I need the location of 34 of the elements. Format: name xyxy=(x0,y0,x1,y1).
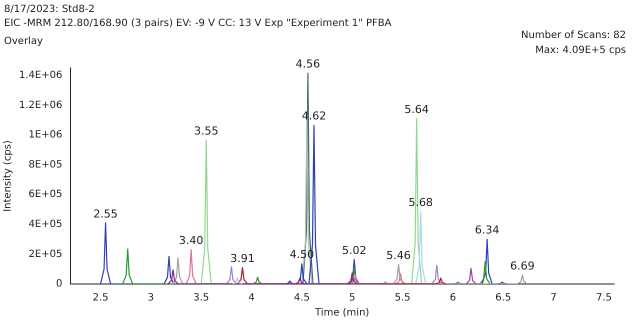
annotation: 3.55 xyxy=(194,124,218,138)
x-tick-label: 3.5 xyxy=(193,292,210,304)
text: Overlay xyxy=(4,36,43,47)
x-tick-label: 4 xyxy=(248,292,255,304)
y-tick-label: 1.4E+06 xyxy=(18,70,62,82)
chart-subtitle: EIC -MRM 212.80/168.90 (3 pairs) EV: -9 V CC: 13 V Exp "Experiment 1" PFBA xyxy=(4,17,392,31)
y-tick-label: 1E+06 xyxy=(28,130,62,141)
annotation: 2.55 xyxy=(93,207,118,220)
x-tick-label: 6.5 xyxy=(495,292,512,304)
annotation: 5.68 xyxy=(408,196,433,210)
annotation: 3.40 xyxy=(178,234,204,248)
x-tick-label: 6 xyxy=(450,292,456,304)
text: Number of Scans: 82 xyxy=(521,29,626,43)
y-tick-label: 8E+05 xyxy=(28,159,62,170)
annotation: 5.02 xyxy=(342,244,366,257)
x-tick-label: 5 xyxy=(349,292,356,304)
y-tick-label: 4E+05 xyxy=(28,219,62,230)
y-axis-title: Intensity (cps) xyxy=(2,140,14,212)
chart-title: 8/17/2023: Std8-2 xyxy=(4,3,96,17)
y-tick-label: 0 xyxy=(56,278,62,290)
x-tick-label: 3 xyxy=(148,292,154,304)
annotation: 4.56 xyxy=(296,58,320,71)
x-tick-label: 7.5 xyxy=(596,292,612,304)
x-tick-label: 5.5 xyxy=(394,292,411,304)
annotation: 6.34 xyxy=(474,224,500,237)
y-tick-label: 2E+05 xyxy=(28,248,62,260)
y-tick-label: 6E+05 xyxy=(28,189,62,200)
x-tick-label: 7 xyxy=(550,292,557,304)
x-tick-label: 2.5 xyxy=(92,292,108,304)
annotation: 5.64 xyxy=(404,103,429,116)
x-axis-title: Time (min) xyxy=(314,308,370,319)
y-tick-label: 1.2E+06 xyxy=(18,100,62,111)
text: Max: 4.09E+5 cps xyxy=(534,44,626,58)
x-tick-label: 4.5 xyxy=(294,292,310,304)
